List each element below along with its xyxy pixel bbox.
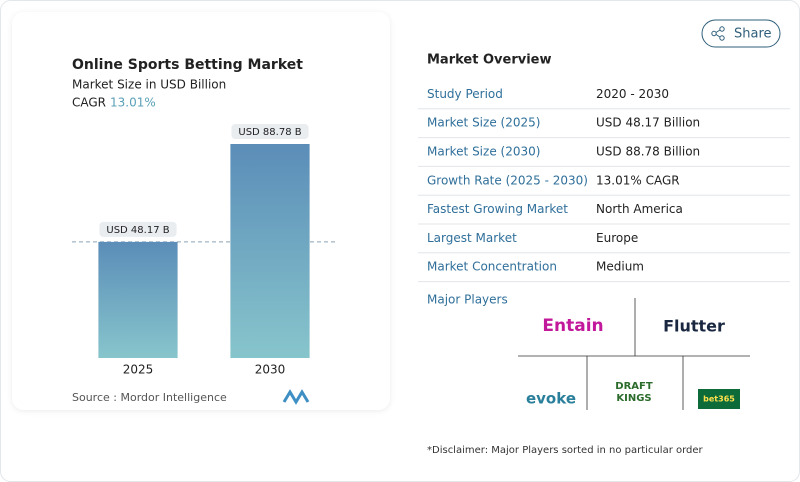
x-tick-label: 2025 bbox=[123, 363, 154, 377]
row-label: Market Size (2025) bbox=[427, 116, 540, 130]
row-label: Market Concentration bbox=[427, 260, 557, 274]
value-label-bg bbox=[231, 124, 309, 139]
player-logo: Entain bbox=[542, 316, 603, 336]
row-value: North America bbox=[596, 202, 683, 216]
row-value: Europe bbox=[596, 231, 638, 245]
bet365-badge bbox=[698, 389, 740, 409]
overview-title: Market Overview bbox=[427, 53, 551, 68]
row-value: 13.01% CAGR bbox=[596, 173, 680, 187]
disclaimer: *Disclaimer: Major Players sorted in no … bbox=[427, 445, 704, 456]
bar bbox=[230, 144, 310, 358]
cagr-value: 13.01% bbox=[110, 96, 156, 110]
row-value: 2020 - 2030 bbox=[596, 87, 669, 101]
source: Source : Mordor Intelligence bbox=[72, 391, 227, 404]
player-logo: DRAFT KINGS bbox=[615, 381, 653, 404]
value-label: USD 48.17 B bbox=[106, 225, 169, 236]
share-button[interactable]: Share bbox=[701, 19, 781, 48]
cagr-label: CAGR bbox=[72, 96, 106, 110]
row-label: Growth Rate (2025 - 2030) bbox=[427, 173, 588, 187]
player-grid bbox=[518, 298, 750, 410]
brand-logo bbox=[282, 389, 310, 405]
player-logo: Flutter bbox=[663, 317, 725, 336]
player-logo: evoke bbox=[526, 390, 576, 408]
row-label: Fastest Growing Market bbox=[427, 202, 568, 216]
chart-subtitle: Market Size in USD Billion bbox=[72, 78, 226, 92]
row-value: USD 48.17 Billion bbox=[596, 116, 700, 130]
row-value: USD 88.78 Billion bbox=[596, 145, 700, 159]
chart-title: Online Sports Betting Market bbox=[72, 57, 303, 73]
share-label[interactable]: Share bbox=[734, 27, 772, 42]
player-logo: bet365 bbox=[703, 395, 735, 404]
row-label: Largest Market bbox=[427, 231, 517, 245]
row-label: Study Period bbox=[427, 87, 503, 101]
value-label-bg bbox=[99, 221, 177, 237]
bar bbox=[98, 241, 178, 358]
row-label: Market Size (2030) bbox=[427, 145, 540, 159]
players-title: Major Players bbox=[427, 293, 508, 307]
x-tick-label: 2030 bbox=[255, 363, 286, 377]
value-label: USD 88.78 B bbox=[238, 127, 301, 138]
row-value: Medium bbox=[596, 260, 644, 274]
